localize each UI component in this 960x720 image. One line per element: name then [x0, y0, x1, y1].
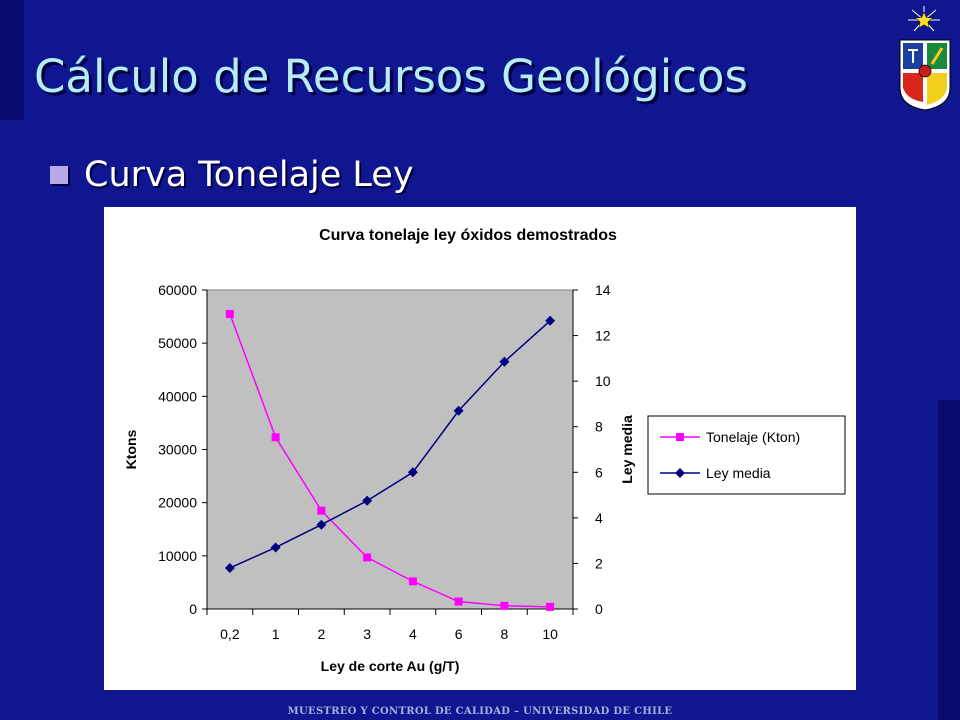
data-point-ley-media	[545, 315, 556, 326]
data-point-tonelaje	[363, 553, 372, 562]
bullet-square-icon	[50, 166, 68, 184]
y-right-tick-label: 4	[595, 510, 603, 526]
x-tick-label: 1	[272, 626, 280, 642]
series-line-tonelaje	[229, 313, 551, 608]
data-point-ley-media	[224, 562, 235, 573]
tonnage-grade-chart: Curva tonelaje ley óxidos demostrados010…	[123, 227, 846, 674]
y-right-tick-label: 10	[595, 373, 611, 389]
y-left-tick-label: 10000	[158, 548, 197, 564]
y-left-tick-label: 0	[189, 601, 197, 617]
legend-marker-tonelaje	[676, 433, 684, 441]
legend-label-ley-media: Ley media	[706, 465, 771, 481]
data-point-tonelaje	[546, 602, 555, 611]
slide-title: Cálculo de Recursos Geológicos	[34, 50, 748, 103]
x-tick-label: 10	[542, 626, 558, 642]
y-axis-right-label: Ley media	[619, 415, 635, 484]
data-point-tonelaje	[454, 597, 463, 606]
y-left-tick-label: 20000	[158, 495, 197, 511]
series-line-ley-media	[229, 320, 551, 569]
data-point-ley-media	[270, 542, 281, 553]
chart-panel: Curva tonelaje ley óxidos demostrados 0 10…	[104, 207, 856, 690]
y-right-tick-label: 8	[595, 419, 603, 435]
legend-box	[647, 415, 846, 495]
x-tick-label: 6	[455, 626, 463, 642]
chart-title: Curva tonelaje ley óxidos demostrados	[319, 227, 617, 244]
x-tick-label: 8	[500, 626, 508, 642]
right-accent-bar	[938, 400, 960, 720]
y-right-tick-label: 0	[595, 601, 603, 617]
y-right-tick-label: 2	[595, 555, 603, 571]
x-tick-label: 3	[363, 626, 371, 642]
x-tick-label: 0,2	[220, 626, 240, 642]
bullet-text: Curva Tonelaje Ley	[84, 155, 414, 195]
x-axis-label: Ley de corte Au (g/T)	[321, 658, 460, 674]
y-right-tick-label: 12	[595, 328, 611, 344]
y-left-tick-label: 30000	[158, 442, 197, 458]
x-tick-label: 4	[409, 626, 417, 642]
data-point-tonelaje	[408, 577, 417, 586]
legend-marker-ley-media	[675, 468, 685, 478]
y-left-tick-label: 60000	[158, 282, 197, 298]
data-point-tonelaje	[500, 601, 509, 610]
footer-text: MUESTREO Y CONTROL DE CALIDAD – UNIVERSI…	[287, 706, 673, 717]
data-point-ley-media	[453, 405, 464, 416]
y-right-tick-label: 6	[595, 464, 603, 480]
legend-label-tonelaje: Tonelaje (Kton)	[706, 429, 800, 445]
y-axis-left-label: Ktons	[123, 429, 139, 469]
left-accent-bar	[0, 0, 24, 120]
bullet-item: Curva Tonelaje Ley	[50, 150, 414, 200]
university-crest-icon	[899, 6, 951, 111]
data-point-ley-media	[316, 519, 327, 530]
data-point-ley-media	[407, 467, 418, 478]
y-right-tick-label: 14	[595, 282, 611, 298]
data-point-ley-media	[362, 495, 373, 506]
data-point-tonelaje	[225, 309, 234, 318]
data-point-tonelaje	[271, 433, 280, 442]
x-tick-label: 2	[317, 626, 325, 642]
y-left-tick-label: 40000	[158, 388, 197, 404]
shield-icon	[899, 39, 951, 111]
star-icon	[908, 6, 940, 32]
data-point-ley-media	[499, 356, 510, 367]
plot-area	[206, 289, 574, 610]
y-left-tick-label: 50000	[158, 335, 197, 351]
data-point-tonelaje	[317, 506, 326, 515]
